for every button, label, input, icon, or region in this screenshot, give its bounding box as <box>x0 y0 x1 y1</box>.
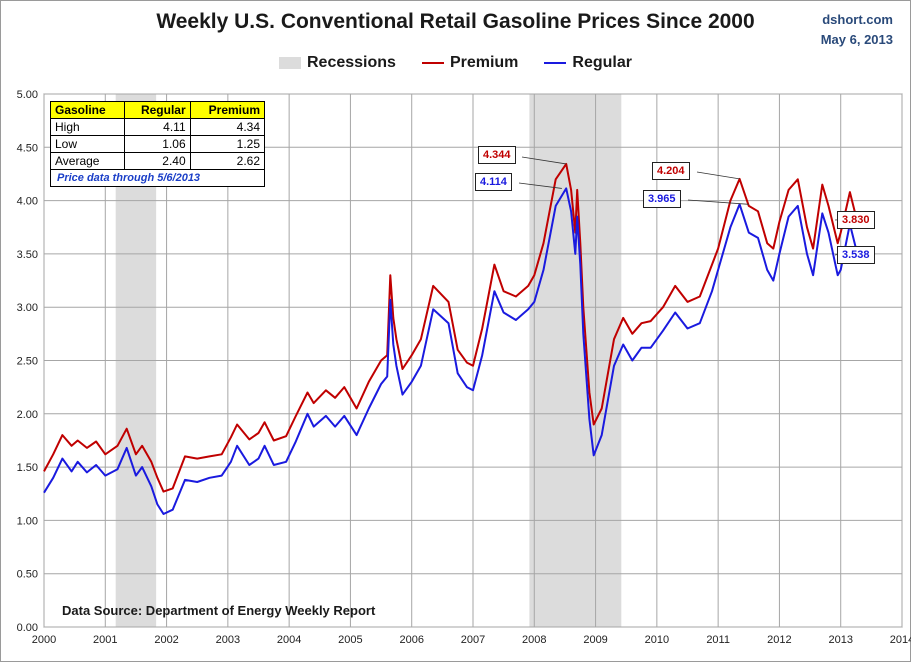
series-line-regular <box>43 187 863 515</box>
data-source-note: Data Source: Department of Energy Weekly… <box>62 603 376 618</box>
y-tick-label: 4.00 <box>17 196 38 208</box>
x-tick-label: 2009 <box>583 634 607 646</box>
y-tick-label: 3.00 <box>17 302 38 314</box>
x-tick-label: 2003 <box>216 634 240 646</box>
legend-regular: Regular <box>544 54 632 72</box>
x-tick-label: 2007 <box>461 634 485 646</box>
stats-regular-value: 2.40 <box>123 152 191 170</box>
callout-premium-latest: 3.830 <box>837 211 875 229</box>
callout-regular-peak-2011: 3.965 <box>643 190 681 208</box>
y-tick-label: 1.00 <box>17 515 38 527</box>
callout-regular-peak-2008: 4.114 <box>475 173 512 191</box>
stats-premium-value: 1.25 <box>189 135 266 153</box>
stats-row-high: High 4.11 4.34 <box>50 118 266 136</box>
legend-premium: Premium <box>421 54 519 72</box>
y-tick-label: 2.00 <box>17 409 38 421</box>
stats-label: Low <box>50 135 125 153</box>
x-tick-label: 2002 <box>154 634 178 646</box>
legend-premium-label: Premium <box>449 54 519 71</box>
stats-row-average: Average 2.40 2.62 <box>50 152 266 170</box>
x-tick-label: 2005 <box>338 634 362 646</box>
stats-note: Price data through 5/6/2013 <box>50 169 265 187</box>
y-tick-label: 2.50 <box>17 356 38 368</box>
y-tick-label: 0.00 <box>17 622 38 634</box>
chart-title: Weekly U.S. Conventional Retail Gasoline… <box>156 10 755 33</box>
y-tick-label: 1.50 <box>17 462 38 474</box>
stats-header-regular: Regular <box>123 101 191 119</box>
stats-table: Gasoline Regular Premium High 4.11 4.34 … <box>50 101 266 187</box>
x-tick-label: 2004 <box>277 634 301 646</box>
stats-regular-value: 4.11 <box>123 118 191 136</box>
y-tick-label: 4.50 <box>17 142 38 154</box>
x-tick-label: 2013 <box>828 634 852 646</box>
x-tick-label: 2014 <box>890 634 911 646</box>
stats-regular-value: 1.06 <box>123 135 191 153</box>
recession-swatch-icon <box>279 57 301 69</box>
stats-note-row: Price data through 5/6/2013 <box>50 169 265 187</box>
callout-premium-peak-2011: 4.204 <box>652 162 690 180</box>
brand-block: dshort.com May 6, 2013 <box>821 10 893 50</box>
y-tick-label: 3.50 <box>17 249 38 261</box>
callout-regular-latest: 3.538 <box>837 246 875 264</box>
stats-premium-value: 4.34 <box>189 118 266 136</box>
callout-leader-line <box>518 182 562 189</box>
premium-line-icon <box>421 62 444 64</box>
brand-date: May 6, 2013 <box>820 32 893 47</box>
stats-label: High <box>50 118 125 136</box>
x-tick-label: 2008 <box>522 634 546 646</box>
x-tick-label: 2001 <box>93 634 117 646</box>
callout-premium-peak-2008: 4.344 <box>478 146 516 164</box>
y-tick-label: 5.00 <box>17 89 38 101</box>
legend-recessions: Recessions <box>279 54 396 72</box>
x-tick-label: 2012 <box>767 634 791 646</box>
stats-row-low: Low 1.06 1.25 <box>50 135 266 153</box>
callout-leader-line <box>696 171 740 180</box>
stats-label: Average <box>50 152 125 170</box>
x-tick-label: 2000 <box>32 634 56 646</box>
series-line-premium <box>43 162 863 493</box>
regular-line-icon <box>544 62 567 64</box>
y-tick-label: 0.50 <box>17 569 38 581</box>
x-tick-label: 2011 <box>706 634 730 646</box>
callout-leader-line <box>521 156 567 165</box>
stats-premium-value: 2.62 <box>189 152 266 170</box>
legend-regular-label: Regular <box>572 54 632 71</box>
legend-recessions-label: Recessions <box>307 54 396 71</box>
brand-name: dshort.com <box>822 12 893 27</box>
stats-header-premium: Premium <box>189 101 266 119</box>
chart-legend: Recessions Premium Regular <box>0 54 911 72</box>
x-tick-label: 2006 <box>399 634 423 646</box>
callout-leader-line <box>687 199 749 205</box>
x-tick-label: 2010 <box>645 634 669 646</box>
stats-header-gasoline: Gasoline <box>50 101 125 119</box>
stats-header-row: Gasoline Regular Premium <box>50 101 266 119</box>
